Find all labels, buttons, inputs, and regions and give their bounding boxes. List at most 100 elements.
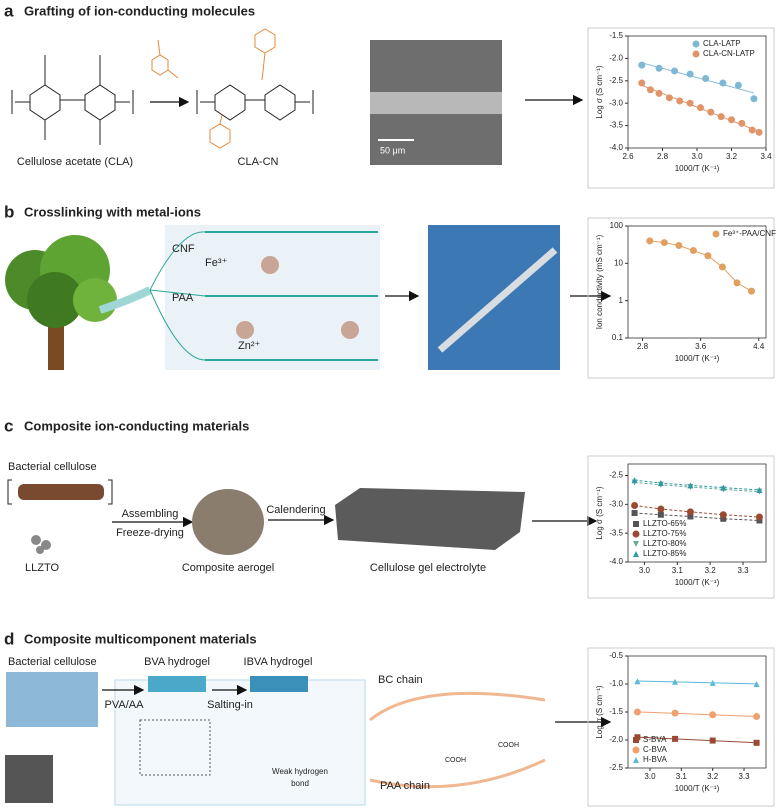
y-axis-label: Log σ (S cm⁻¹) xyxy=(595,486,604,540)
marker xyxy=(634,678,641,685)
gel-electrolyte xyxy=(335,488,525,550)
scale-label: 50 μm xyxy=(380,145,405,155)
marker xyxy=(719,79,727,87)
marker xyxy=(738,119,746,127)
legend-marker xyxy=(692,50,700,58)
legend-marker xyxy=(633,551,639,557)
chart-frame xyxy=(587,455,775,599)
marker xyxy=(709,711,717,719)
marker xyxy=(707,108,715,116)
y-tick-label: -0.5 xyxy=(609,651,623,660)
marker xyxy=(672,678,679,685)
plot-area xyxy=(627,463,767,563)
x-tick-label: 2.6 xyxy=(622,152,634,161)
chart-frame xyxy=(587,217,775,379)
marker xyxy=(717,113,725,121)
trend-line xyxy=(637,680,757,685)
series-line xyxy=(634,481,760,493)
y-tick-label: -3.5 xyxy=(609,528,623,537)
chart-frame xyxy=(587,27,775,189)
legend-label: S-BVA xyxy=(643,735,667,744)
marker xyxy=(665,94,673,102)
marker xyxy=(720,515,727,522)
marker xyxy=(753,712,761,720)
legend-label: LLZTO-80% xyxy=(643,539,686,548)
label: Freeze-drying xyxy=(116,527,184,539)
y-tick-label: -1.5 xyxy=(609,31,623,40)
panel-title: Composite multicomponent materials xyxy=(24,631,257,646)
legend-label: H-BVA xyxy=(643,755,668,764)
label: Bacterial cellulose xyxy=(8,461,97,473)
legend-label: LLZTO-75% xyxy=(643,529,686,538)
schematic xyxy=(114,679,366,806)
y-tick-label: 0.1 xyxy=(612,333,624,342)
marker xyxy=(633,708,641,716)
sem-film xyxy=(370,92,502,114)
chains xyxy=(369,691,546,789)
series-line xyxy=(634,505,760,518)
marker xyxy=(733,279,741,287)
marker xyxy=(672,735,679,742)
panel-letter: c xyxy=(4,416,13,435)
marker xyxy=(718,263,726,271)
legend-label: LLZTO-85% xyxy=(643,549,686,558)
label: LLZTO xyxy=(25,562,59,574)
marker xyxy=(646,237,654,245)
structure-cla xyxy=(11,55,134,145)
plot-area xyxy=(627,225,767,339)
marker xyxy=(631,502,639,510)
bc-sheet xyxy=(6,672,98,727)
aerogel xyxy=(192,489,264,555)
marker xyxy=(660,239,668,247)
label: Salting-in xyxy=(207,699,253,711)
marker xyxy=(689,247,697,255)
label: Bacterial cellulose xyxy=(8,656,97,668)
marker xyxy=(671,709,679,717)
panel-letter: a xyxy=(4,1,14,20)
x-tick-label: 3.0 xyxy=(639,566,651,575)
marker xyxy=(655,89,663,97)
structure-cla-cn xyxy=(196,84,314,121)
x-axis-label: 1000/T (K⁻¹) xyxy=(675,578,720,587)
marker xyxy=(657,511,664,518)
chart-frame xyxy=(587,647,775,807)
y-tick-label: -4.0 xyxy=(609,143,623,152)
x-tick-label: 3.2 xyxy=(726,152,738,161)
marker xyxy=(657,480,664,487)
legend-marker xyxy=(712,230,720,238)
label: Fe³⁺ xyxy=(205,257,228,269)
marker xyxy=(755,128,763,136)
marker xyxy=(676,97,684,105)
marker xyxy=(686,70,694,78)
x-tick-label: 3.1 xyxy=(672,566,684,575)
marker xyxy=(704,252,712,260)
cn-groups xyxy=(209,28,276,149)
marker xyxy=(671,67,679,75)
panel-title: Composite ion-conducting materials xyxy=(24,418,249,433)
y-tick-label: 10 xyxy=(614,258,623,267)
legend-marker xyxy=(633,757,639,763)
series-line xyxy=(634,479,760,491)
label: Weak hydrogen xyxy=(272,767,328,776)
panel-letter: b xyxy=(4,202,14,221)
legend-marker xyxy=(632,530,640,538)
x-tick-label: 3.4 xyxy=(760,152,772,161)
legend-label: CLA-LATP xyxy=(703,39,741,48)
ibva-sheet xyxy=(250,676,308,692)
legend-marker xyxy=(633,737,639,743)
marker xyxy=(686,99,694,107)
cellulose-unit xyxy=(7,479,113,505)
legend-label: LLZTO-65% xyxy=(643,519,686,528)
y-tick-label: -2.5 xyxy=(609,763,623,772)
x-tick-label: 3.2 xyxy=(707,772,719,781)
marker xyxy=(750,95,758,103)
label: Composite aerogel xyxy=(182,562,274,574)
marker xyxy=(748,126,756,134)
legend-marker xyxy=(633,541,639,547)
y-tick-label: 100 xyxy=(610,221,624,230)
tree xyxy=(5,235,152,370)
y-tick-label: -2.5 xyxy=(609,76,623,85)
marker xyxy=(702,75,710,83)
x-axis-label: 1000/T (K⁻¹) xyxy=(675,164,720,173)
label: PAA xyxy=(172,292,194,304)
